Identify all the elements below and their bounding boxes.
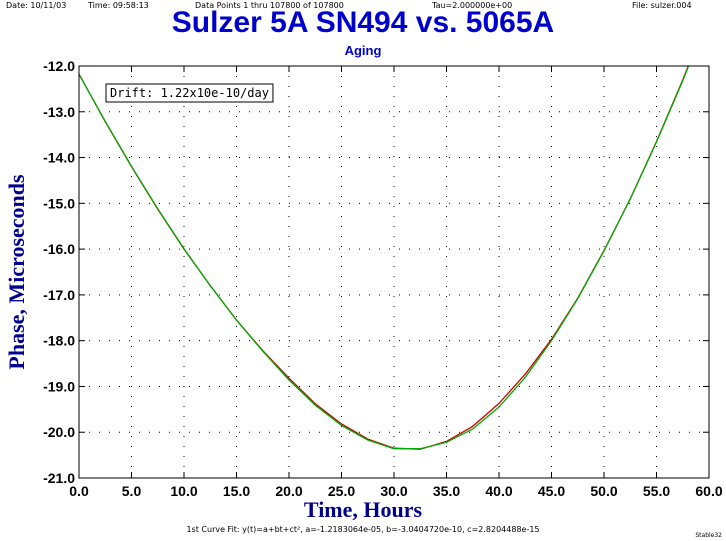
x-tick-label: 60.0	[695, 483, 722, 499]
x-tick-label: 30.0	[380, 483, 407, 499]
y-tick-label: -18.0	[43, 333, 75, 349]
grid-lines	[79, 66, 709, 478]
header-file: File: sulzer.004	[632, 1, 692, 10]
x-tick-label: 5.0	[122, 483, 142, 499]
fit-curve-line	[79, 66, 690, 450]
y-tick-label: -20.0	[43, 424, 75, 440]
header-date: Date: 10/11/03	[6, 1, 67, 10]
x-axis-label: Time, Hours	[303, 497, 423, 522]
x-tick-label: 15.0	[223, 483, 250, 499]
x-tick-label: 20.0	[275, 483, 302, 499]
x-tick-label: 35.0	[433, 483, 460, 499]
header-points: Data Points 1 thru 107800 of 107800	[195, 1, 344, 10]
drift-annotation-box: Drift: 1.22x10e-10/day	[105, 83, 274, 103]
chart-title: Sulzer 5A SN494 vs. 5065A	[171, 6, 555, 39]
x-tick-label: 10.0	[170, 483, 197, 499]
y-tick-label: -16.0	[43, 241, 75, 257]
y-tick-label: -12.0	[43, 58, 75, 74]
y-axis-label: Phase, Microseconds	[4, 174, 29, 370]
x-tick-label: 0.0	[69, 483, 89, 499]
x-tick-label: 40.0	[485, 483, 512, 499]
curve-fit-footer: 1st Curve Fit: y(t)=a+bt+ct², a=-1.21830…	[186, 525, 540, 534]
x-tick-label: 50.0	[590, 483, 617, 499]
x-tick-label: 45.0	[538, 483, 565, 499]
header-time: Time: 09:58:13	[88, 1, 149, 10]
tick-layer: 0.0 5.0 10.0 15.0 20.0 25.0 30.0 35.0 40.0 45.0 50…	[43, 58, 723, 499]
y-tick-label: -14.0	[43, 150, 75, 166]
series-layer	[79, 66, 690, 450]
y-tick-label: -13.0	[43, 104, 75, 120]
y-tick-label: -17.0	[43, 287, 75, 303]
y-tick-label: -21.0	[43, 470, 75, 486]
y-tick-label: -19.0	[43, 378, 75, 394]
software-tag: Stable32	[695, 532, 722, 539]
drift-annotation: Drift: 1.22x10e-10/day	[110, 86, 269, 100]
x-tick-label: 55.0	[643, 483, 670, 499]
y-tick-label: -15.0	[43, 195, 75, 211]
header-tau: Tau=2.000000e+00	[432, 1, 513, 10]
chart-subtitle: Aging	[344, 43, 382, 58]
x-tick-label: 25.0	[328, 483, 355, 499]
